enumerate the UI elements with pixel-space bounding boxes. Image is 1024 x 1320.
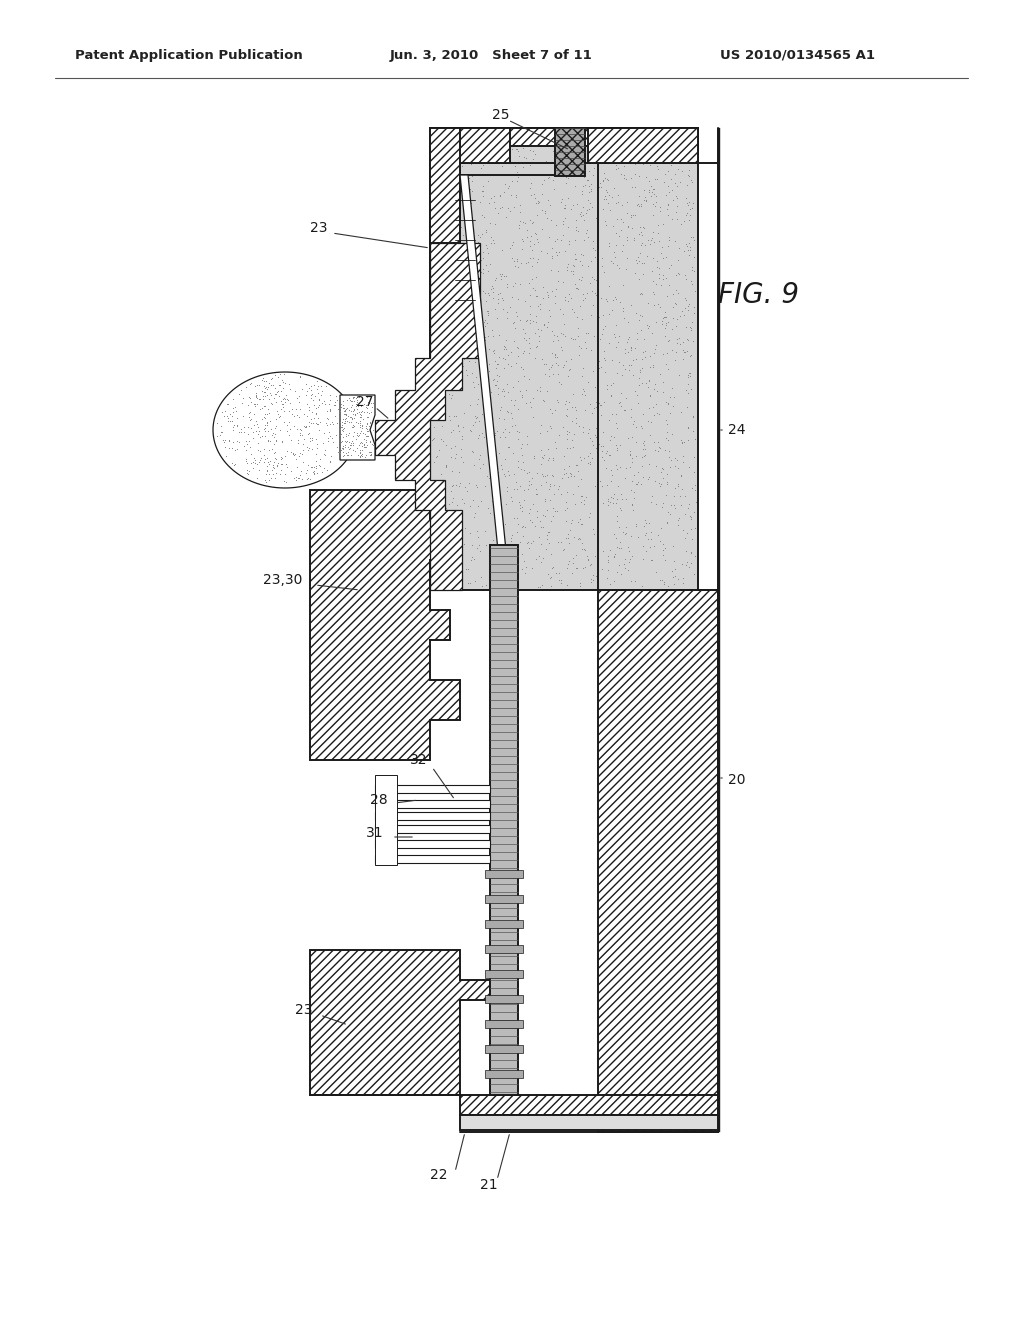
Polygon shape xyxy=(375,785,490,793)
Polygon shape xyxy=(485,945,523,953)
Polygon shape xyxy=(310,490,460,760)
Text: 24: 24 xyxy=(728,422,745,437)
Polygon shape xyxy=(485,970,523,978)
Polygon shape xyxy=(718,128,720,1133)
Text: 27: 27 xyxy=(356,395,374,409)
Polygon shape xyxy=(460,176,510,590)
Text: 32: 32 xyxy=(410,752,427,767)
Polygon shape xyxy=(485,895,523,903)
Polygon shape xyxy=(430,128,510,162)
Polygon shape xyxy=(375,800,490,808)
Text: 31: 31 xyxy=(366,826,384,840)
Text: 23: 23 xyxy=(310,220,328,235)
Polygon shape xyxy=(485,995,523,1003)
Text: Patent Application Publication: Patent Application Publication xyxy=(75,49,303,62)
Text: FIG. 9: FIG. 9 xyxy=(718,281,799,309)
Text: 20: 20 xyxy=(728,774,745,787)
Polygon shape xyxy=(375,855,490,863)
Polygon shape xyxy=(485,1071,523,1078)
Polygon shape xyxy=(340,395,375,459)
Text: US 2010/0134565 A1: US 2010/0134565 A1 xyxy=(720,49,874,62)
Polygon shape xyxy=(490,545,518,1096)
Polygon shape xyxy=(310,950,490,1096)
Polygon shape xyxy=(460,1115,718,1130)
Polygon shape xyxy=(375,243,480,590)
Polygon shape xyxy=(430,128,698,147)
Text: 21: 21 xyxy=(480,1177,498,1192)
Polygon shape xyxy=(485,920,523,928)
Polygon shape xyxy=(555,128,585,176)
Text: 28: 28 xyxy=(370,793,388,807)
Polygon shape xyxy=(485,1020,523,1028)
Polygon shape xyxy=(430,128,698,590)
Text: 23: 23 xyxy=(295,1003,312,1016)
Polygon shape xyxy=(485,870,523,878)
Polygon shape xyxy=(430,128,460,243)
Polygon shape xyxy=(375,812,490,820)
Text: 22: 22 xyxy=(430,1168,447,1181)
Polygon shape xyxy=(588,128,698,162)
Text: 25: 25 xyxy=(492,108,510,121)
Polygon shape xyxy=(213,372,357,488)
Polygon shape xyxy=(485,1045,523,1053)
Polygon shape xyxy=(598,590,718,1133)
Polygon shape xyxy=(460,1096,718,1115)
Text: 23,30: 23,30 xyxy=(263,573,302,587)
Polygon shape xyxy=(375,840,490,847)
Polygon shape xyxy=(375,825,490,833)
Polygon shape xyxy=(375,775,397,865)
Text: Jun. 3, 2010   Sheet 7 of 11: Jun. 3, 2010 Sheet 7 of 11 xyxy=(390,49,593,62)
